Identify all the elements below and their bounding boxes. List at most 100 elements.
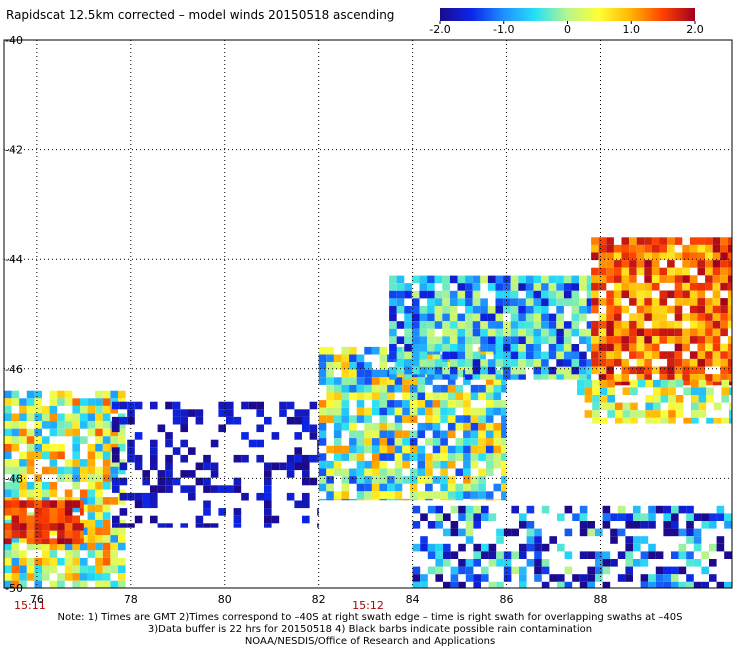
wind-cell bbox=[409, 491, 418, 499]
wind-cell bbox=[720, 351, 728, 359]
wind-cell bbox=[87, 405, 96, 414]
wind-cell bbox=[674, 282, 683, 291]
wind-cell bbox=[465, 351, 473, 360]
wind-cell bbox=[432, 438, 441, 446]
wind-cell bbox=[571, 328, 580, 337]
wind-cell bbox=[333, 362, 342, 370]
wind-cell bbox=[165, 454, 173, 463]
wind-cell bbox=[671, 513, 679, 521]
wind-cell bbox=[701, 513, 709, 521]
wind-cell bbox=[470, 415, 479, 423]
wind-cell bbox=[402, 438, 410, 446]
wind-cell bbox=[709, 521, 717, 529]
wind-cell bbox=[57, 428, 65, 437]
wind-cell bbox=[493, 483, 502, 492]
wind-cell bbox=[387, 453, 395, 461]
wind-cell bbox=[518, 351, 526, 360]
wind-cell bbox=[548, 328, 557, 337]
wind-cell bbox=[95, 428, 103, 437]
wind-cell bbox=[648, 574, 656, 582]
wind-cell bbox=[425, 460, 433, 469]
wind-cell bbox=[472, 351, 481, 360]
wind-cell bbox=[463, 400, 471, 408]
wind-cell bbox=[648, 581, 656, 588]
wind-cell bbox=[42, 500, 50, 508]
wind-cell bbox=[42, 421, 50, 429]
wind-cell bbox=[443, 559, 451, 567]
wind-cell bbox=[519, 543, 527, 552]
wind-cell bbox=[102, 443, 111, 452]
wind-cell bbox=[465, 513, 474, 521]
wind-cell bbox=[598, 351, 607, 359]
wind-cell bbox=[592, 387, 600, 395]
wind-cell bbox=[432, 400, 441, 408]
wind-cell bbox=[487, 366, 496, 375]
wind-cell bbox=[404, 359, 412, 367]
wind-cell bbox=[427, 328, 435, 337]
wind-cell bbox=[644, 313, 652, 321]
wind-cell bbox=[473, 574, 481, 582]
wind-cell bbox=[57, 421, 65, 429]
wind-cell bbox=[571, 344, 580, 352]
wind-cell bbox=[727, 366, 732, 375]
wind-cell bbox=[630, 402, 638, 411]
wind-cell bbox=[434, 275, 443, 284]
wind-cell bbox=[218, 401, 226, 410]
wind-cell bbox=[493, 400, 502, 408]
wind-cell bbox=[427, 298, 435, 306]
wind-cell bbox=[510, 359, 519, 367]
wind-cell bbox=[302, 454, 310, 463]
wind-cell bbox=[417, 498, 426, 501]
wind-cell bbox=[42, 573, 50, 581]
wind-cell bbox=[455, 422, 464, 431]
wind-cell bbox=[510, 298, 519, 306]
wind-cell bbox=[472, 298, 481, 306]
wind-cell bbox=[411, 328, 420, 337]
wind-cell bbox=[127, 439, 135, 448]
wind-cell bbox=[655, 551, 664, 559]
wind-cell bbox=[697, 343, 706, 352]
wind-cell bbox=[450, 528, 459, 537]
wind-cell bbox=[72, 538, 80, 545]
wind-cell bbox=[727, 305, 732, 314]
wind-cell bbox=[442, 336, 450, 344]
wind-cell bbox=[712, 244, 721, 253]
wind-cell bbox=[394, 483, 403, 492]
wind-cell bbox=[318, 362, 327, 370]
wind-cell bbox=[487, 321, 496, 329]
wind-cell bbox=[563, 359, 572, 367]
wind-cell bbox=[595, 574, 603, 582]
wind-cell bbox=[712, 313, 721, 321]
wind-cell bbox=[26, 428, 35, 437]
wind-cell bbox=[80, 565, 88, 574]
wind-cell bbox=[188, 409, 196, 417]
wind-cell bbox=[341, 491, 350, 499]
wind-cell bbox=[610, 536, 618, 544]
wind-cell bbox=[447, 392, 456, 401]
wind-cell bbox=[409, 400, 418, 408]
wind-cell bbox=[503, 374, 511, 380]
wind-cell bbox=[434, 366, 443, 375]
wind-cell bbox=[557, 543, 565, 552]
wind-cell bbox=[19, 507, 27, 516]
wind-cell bbox=[102, 580, 111, 588]
wind-cell bbox=[682, 298, 690, 306]
wind-cell bbox=[465, 521, 474, 529]
wind-cell bbox=[279, 462, 287, 471]
wind-cell bbox=[613, 374, 622, 382]
wind-cell bbox=[636, 374, 645, 382]
wind-cell bbox=[607, 410, 615, 418]
wind-cell bbox=[333, 438, 342, 446]
wind-cell bbox=[102, 421, 111, 429]
wind-cell bbox=[653, 410, 661, 418]
wind-cell bbox=[668, 379, 676, 388]
wind-cell bbox=[586, 328, 592, 337]
wind-cell bbox=[449, 290, 458, 299]
wind-cell bbox=[394, 460, 403, 469]
wind-cell bbox=[64, 398, 73, 406]
wind-cell bbox=[57, 523, 65, 531]
wind-cell bbox=[629, 244, 637, 253]
wind-cell bbox=[481, 505, 489, 514]
wind-cell bbox=[712, 358, 721, 367]
wind-cell bbox=[622, 402, 631, 411]
